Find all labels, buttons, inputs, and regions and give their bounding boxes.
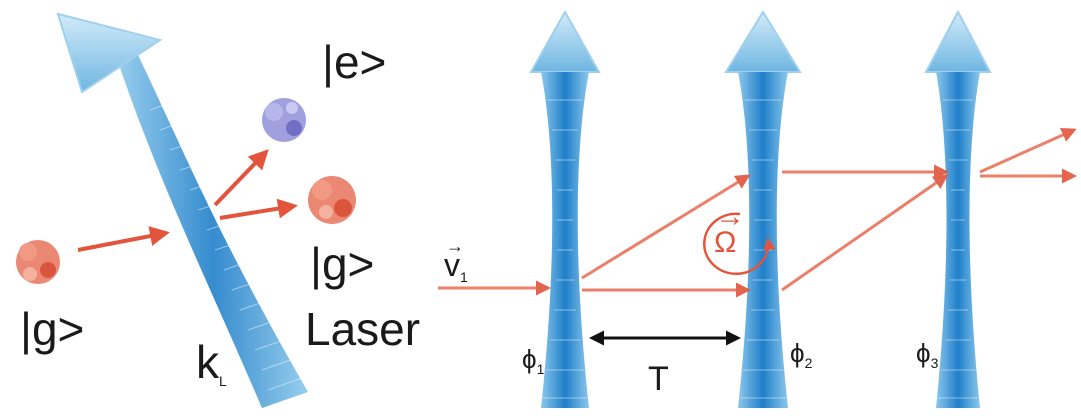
atom-trajectories (438, 128, 1077, 298)
excited-state-label: |e> (322, 36, 386, 88)
ground-state-in-label: |g> (20, 303, 84, 355)
pulse-1-arrowhead (529, 9, 601, 73)
rabi-rotation-arrow (703, 212, 776, 276)
pulse-3-arrowhead (924, 9, 992, 73)
rabi-vector-accent: → (715, 200, 745, 233)
trajectory-out-upper (979, 128, 1077, 174)
velocity-label: v1 (444, 247, 468, 285)
phase-label-3: ϕ3 (916, 338, 939, 371)
right-panel: Ω → → v1 T ϕ1 ϕ2 ϕ3 (438, 9, 1077, 408)
excited-state-atom (262, 98, 306, 142)
incoming-atom-arrow (77, 226, 170, 252)
wavevector-label: kL (196, 336, 227, 389)
ground-state-out-label: |g> (310, 238, 374, 290)
left-panel: |e> |g> Laser |g> kL (16, 12, 420, 408)
ground-state-atom-outgoing (308, 176, 356, 224)
diagonal-laser-beam (56, 12, 308, 408)
excited-path-arrow (213, 149, 269, 207)
phase-label-1: ϕ1 (522, 344, 545, 377)
velocity-vector-accent: → (446, 236, 464, 256)
laser-pulse-1 (529, 9, 601, 408)
trajectory-lower-2 (781, 174, 949, 292)
interval-label: T (648, 360, 669, 398)
laser-pulse-3 (924, 9, 992, 408)
laser-pulse-2 (724, 10, 802, 408)
pulse-2-arrowhead (724, 10, 802, 73)
rabi-frequency-label: Ω (714, 226, 736, 259)
ground-state-atom-incoming (16, 240, 60, 284)
phase-label-2: ϕ2 (790, 338, 813, 371)
diagonal-beam-arrowhead (56, 12, 163, 94)
ground-path-arrow (219, 198, 298, 220)
laser-label: Laser (305, 303, 420, 355)
trajectory-upper-1 (581, 174, 751, 280)
